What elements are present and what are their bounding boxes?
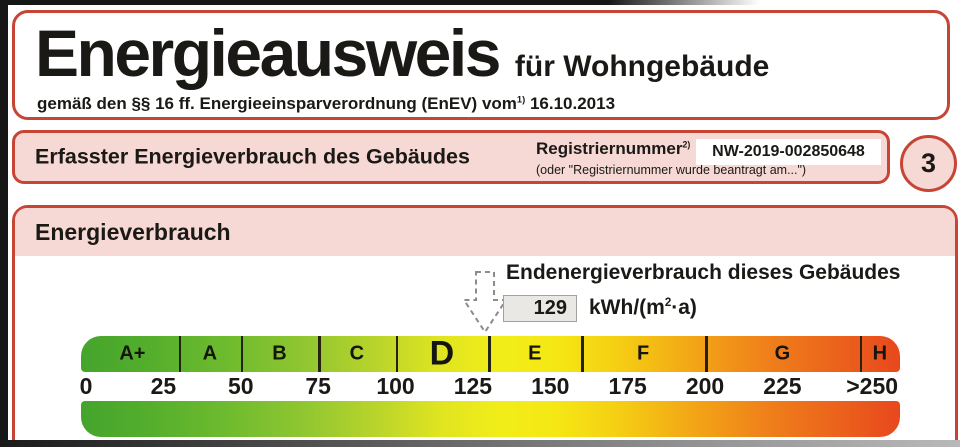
law-footnote-marker: 1) (516, 93, 526, 104)
pointer-arrow-icon (462, 271, 509, 334)
tick-label: 125 (453, 373, 493, 399)
consumption-unit: kWh/(m2·a) (589, 296, 697, 320)
section-header-box: Erfasster Energieverbrauch des Gebäudes … (12, 130, 890, 184)
consumption-value-field: 129 (503, 295, 577, 322)
tick-label: 100 (376, 373, 415, 399)
class-divider (488, 336, 491, 372)
title-row: Energieausweis für Wohngebäude (35, 19, 947, 88)
photo-edge-bottom (0, 440, 960, 447)
unit-prefix: kWh/(m (589, 296, 665, 319)
class-label-A: A (202, 342, 218, 365)
energy-class-bar: A+ A B C D E F G H (81, 334, 900, 373)
registry-footnote-marker: 2) (682, 139, 691, 150)
photo-edge-top (0, 0, 760, 5)
class-divider (581, 336, 584, 372)
tick-label: 150 (531, 373, 570, 399)
class-divider (705, 336, 708, 372)
photo-edge-left (0, 0, 8, 447)
section-title: Erfasster Energieverbrauch des Gebäudes (35, 144, 470, 169)
registry-block: Registriernummer2) NW-2019-002850648 (od… (536, 139, 886, 177)
class-divider (178, 336, 182, 372)
unit-suffix: ·a) (671, 296, 697, 319)
tick-label: 25 (150, 373, 177, 399)
document-title: Energieausweis (35, 16, 501, 90)
tick-label: 75 (305, 373, 331, 399)
consumption-section-title: Energieverbrauch (35, 218, 231, 245)
consumption-box: Energieverbrauch Endenergieverbrauch die… (12, 205, 958, 440)
law-reference: gemäß den §§ 16 ff. Energieeinsparverord… (37, 94, 947, 114)
consumption-value-label: Endenergieverbrauch dieses Gebäudes (506, 261, 901, 284)
tick-label: 175 (608, 373, 647, 399)
class-label-E: E (528, 342, 542, 365)
page-number: 3 (920, 148, 937, 178)
class-label-F: F (637, 342, 650, 365)
class-label-H: H (872, 342, 888, 365)
class-label-G: G (774, 342, 791, 365)
tick-label: 225 (763, 373, 802, 399)
energy-scale: A+ A B C D E F G H 0 25 50 75 100 125 150 175 200 225 >250 (79, 334, 900, 438)
tick-label: >250 (846, 373, 899, 399)
certificate-page: Energieausweis für Wohngebäude gemäß den… (8, 5, 960, 440)
class-label-B: B (272, 342, 287, 365)
class-label-D: D (429, 334, 455, 373)
law-text: gemäß den §§ 16 ff. Energieeinsparverord… (37, 93, 517, 113)
registry-label-row: Registriernummer2) NW-2019-002850648 (536, 139, 886, 165)
class-divider (318, 336, 321, 372)
class-divider (859, 336, 863, 372)
tick-label: 0 (79, 373, 93, 399)
registry-alt-note: (oder "Registriernummer wurde beantragt … (536, 163, 807, 177)
document-subtitle: für Wohngebäude (514, 50, 770, 83)
registry-number-field: NW-2019-002850648 (696, 139, 881, 165)
tick-label: 50 (227, 373, 254, 399)
class-label-C: C (349, 342, 365, 365)
class-divider (395, 336, 398, 372)
tick-label: 200 (685, 373, 725, 399)
registry-label: Registriernummer (536, 139, 683, 158)
page-number-badge: 3 (900, 135, 957, 192)
title-box: Energieausweis für Wohngebäude gemäß den… (12, 10, 950, 120)
unit-superscript: 2 (664, 297, 672, 309)
scale-tick-labels: 0 25 50 75 100 125 150 175 200 225 >250 (79, 372, 900, 400)
class-divider (240, 336, 244, 372)
consumption-section-header: Energieverbrauch (15, 208, 955, 256)
class-label-A+: A+ (119, 342, 146, 365)
gradient-bar (81, 401, 900, 437)
law-date: 16.10.2013 (529, 93, 616, 113)
arrow-shape (462, 271, 509, 334)
